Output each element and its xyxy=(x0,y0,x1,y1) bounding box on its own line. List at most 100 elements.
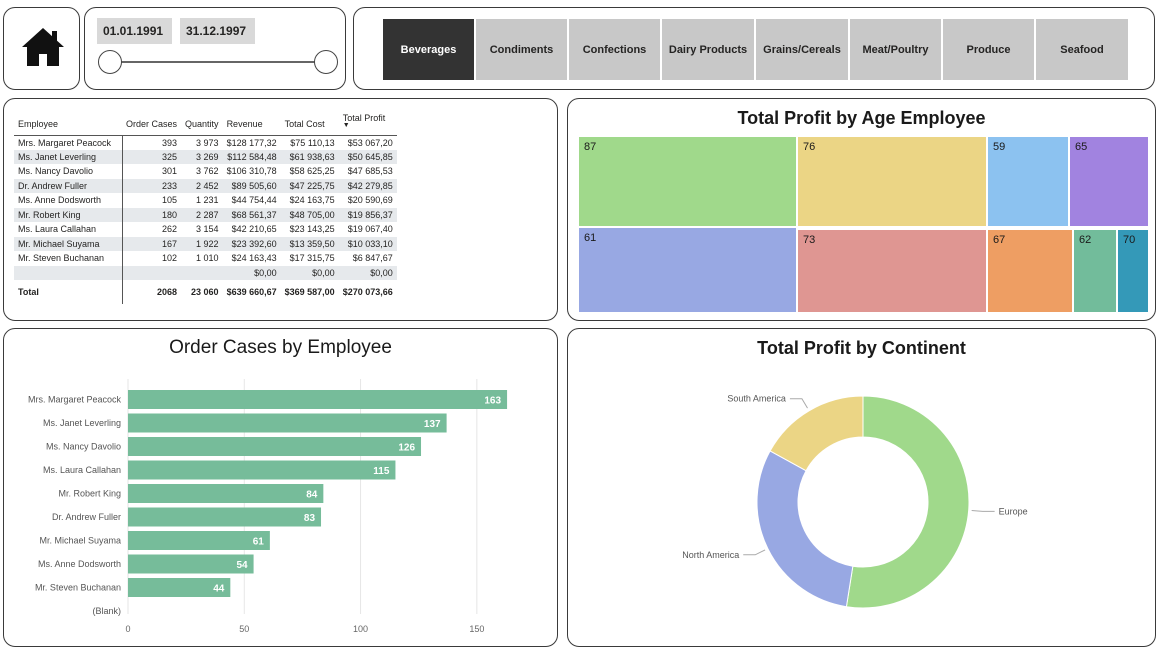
x-tick-label: 0 xyxy=(125,624,130,634)
table-cell: 180 xyxy=(122,207,182,222)
bar[interactable] xyxy=(128,531,270,550)
bar[interactable] xyxy=(128,554,254,574)
bar[interactable] xyxy=(128,413,447,433)
category-button-condiments[interactable]: Condiments xyxy=(475,18,568,81)
table-cell: 1 922 xyxy=(181,236,223,251)
date-slider-end-handle[interactable] xyxy=(314,50,338,74)
treemap-tile[interactable]: 62 xyxy=(1073,229,1117,313)
column-header-quantity[interactable]: Quantity xyxy=(181,109,223,136)
treemap-tile[interactable]: 67 xyxy=(987,229,1073,313)
order-cases-bar-chart-card: Order Cases by Employee 0 50 100 150 Mrs. Ma… xyxy=(3,328,558,647)
home-button-card[interactable] xyxy=(3,7,80,90)
table-cell: 325 xyxy=(122,149,182,164)
table-cell: $0,00 xyxy=(338,265,397,280)
table-cell: $128 177,32 xyxy=(226,137,277,148)
donut-slice-label: Europe xyxy=(999,506,1028,516)
table-cell: $639 660,67 xyxy=(226,287,277,297)
home-icon[interactable] xyxy=(20,26,66,68)
table-body: Mrs. Margaret Peacock 393 3 973 $128 177,32… xyxy=(14,135,397,304)
bar[interactable] xyxy=(128,437,422,456)
column-header-employee[interactable]: Employee xyxy=(14,109,122,136)
table-row[interactable]: Mrs. Margaret Peacock 393 3 973 $128 177,32… xyxy=(14,135,397,150)
donut-slice[interactable] xyxy=(769,395,864,472)
table-cell: Mr. Steven Buchanan xyxy=(14,251,123,266)
treemap-tile[interactable]: 61 xyxy=(578,227,797,313)
table-row[interactable]: Ms. Janet Leverling 325 3 269 $112 584,48 $6… xyxy=(14,149,397,164)
treemap-tile-label: 67 xyxy=(993,234,1006,246)
table-row[interactable]: Mr. Robert King 180 2 287 $68 561,37 $48 705… xyxy=(14,207,397,222)
table-cell: $270 073,66 xyxy=(342,287,393,297)
table-cell: $10 033,10 xyxy=(338,236,397,251)
table-cell: $68 561,37 xyxy=(222,207,281,222)
treemap-tile[interactable]: 59 xyxy=(987,136,1069,227)
donut-leader-line xyxy=(743,549,766,556)
category-button-grains-cereals[interactable]: Grains/Cereals xyxy=(755,18,849,81)
bar-data-label: 163 xyxy=(484,396,501,407)
end-date-input[interactable]: 31.12.1997 xyxy=(180,18,255,44)
table-cell: 2068 xyxy=(157,287,178,297)
category-button-produce[interactable]: Produce xyxy=(942,18,1035,81)
table-cell: $58 625,25 xyxy=(289,166,335,177)
table-cell: Ms. Anne Dodsworth xyxy=(14,193,123,208)
treemap: 87 76 59 65 61 73 67 62 70 xyxy=(578,136,1149,313)
table-cell: 3 269 xyxy=(181,149,223,164)
profit-by-continent-donut-chart: Europe North America South America xyxy=(682,394,1028,609)
treemap-tile[interactable]: 73 xyxy=(797,229,987,313)
y-category-label: Ms. Laura Callahan xyxy=(43,465,121,475)
table-cell: $47 225,75 xyxy=(280,178,339,193)
table-row[interactable]: Mr. Michael Suyama 167 1 922 $23 392,60 $13 … xyxy=(14,236,397,251)
table-row[interactable]: Ms. Laura Callahan 262 3 154 $42 210,65 $23 … xyxy=(14,222,397,237)
category-button-meat-poultry[interactable]: Meat/Poultry xyxy=(849,18,942,81)
table-row[interactable]: Ms. Anne Dodsworth 105 1 231 $44 754,44 $24 … xyxy=(14,193,397,208)
treemap-tile-label: 73 xyxy=(803,234,816,246)
table-cell: $42 210,65 xyxy=(231,224,277,235)
table-cell: $61 938,63 xyxy=(280,149,339,164)
category-button-confections[interactable]: Confections xyxy=(568,18,661,81)
column-header-total-profit[interactable]: Total Profit ▼ xyxy=(338,109,397,136)
table-cell: 1 010 xyxy=(196,253,219,264)
treemap-tile[interactable]: 87 xyxy=(578,136,797,227)
table-cell: $19 067,40 xyxy=(347,224,393,235)
date-slider-track[interactable] xyxy=(110,61,325,63)
treemap-tile-label: 61 xyxy=(584,232,597,244)
category-button-seafood[interactable]: Seafood xyxy=(1035,18,1129,81)
treemap-tile[interactable]: 70 xyxy=(1117,229,1149,313)
start-date-input[interactable]: 01.01.1991 xyxy=(97,18,172,44)
bar[interactable] xyxy=(128,578,231,597)
table-cell: $89 505,60 xyxy=(222,178,281,193)
bar-data-label: 115 xyxy=(373,466,390,477)
table-row[interactable]: $0,00 $0,00 $0,00 xyxy=(14,265,397,280)
table-cell: $17 315,75 xyxy=(289,253,335,264)
bar-data-label: 44 xyxy=(213,584,225,595)
table-cell: Mrs. Margaret Peacock xyxy=(14,135,123,150)
table-row[interactable]: Ms. Nancy Davolio 301 3 762 $106 310,78 $58 … xyxy=(14,164,397,179)
table-row[interactable]: Mr. Steven Buchanan 102 1 010 $24 163,43 $17… xyxy=(14,251,397,266)
treemap-tile[interactable]: 65 xyxy=(1069,136,1149,227)
bar[interactable] xyxy=(128,390,508,409)
donut-slice[interactable] xyxy=(756,450,854,608)
table-row[interactable]: Dr. Andrew Fuller 233 2 452 $89 505,60 $47 2… xyxy=(14,178,397,193)
donut-leader-line xyxy=(789,398,808,409)
table-cell: $53 067,20 xyxy=(347,137,393,148)
table-cell: 2 287 xyxy=(181,207,223,222)
bar[interactable] xyxy=(128,507,322,527)
table-cell xyxy=(122,265,182,280)
treemap-tile[interactable]: 76 xyxy=(797,136,987,227)
treemap-tile-label: 70 xyxy=(1123,234,1136,246)
y-category-label: Mr. Steven Buchanan xyxy=(35,583,121,593)
donut-slice[interactable] xyxy=(845,395,970,609)
category-button-dairy-products[interactable]: Dairy Products xyxy=(661,18,755,81)
x-tick-label: 100 xyxy=(353,624,368,634)
bar[interactable] xyxy=(128,460,396,480)
table-cell: 393 xyxy=(162,137,178,148)
table-cell: 2 452 xyxy=(181,178,223,193)
category-button-beverages[interactable]: Beverages xyxy=(382,18,475,81)
y-category-label: (Blank) xyxy=(92,606,121,616)
date-slider-start-handle[interactable] xyxy=(98,50,122,74)
bar[interactable] xyxy=(128,484,324,503)
column-header-order-cases[interactable]: Order Cases xyxy=(122,109,182,136)
profit-by-continent-donut-card: Total Profit by Continent Europe North Am… xyxy=(567,328,1156,647)
table-total-row[interactable]: Total 2068 23 060 $639 660,67 $369 587,00 $27… xyxy=(14,280,397,304)
column-header-total-cost[interactable]: Total Cost xyxy=(280,109,339,136)
column-header-revenue[interactable]: Revenue xyxy=(222,109,281,136)
